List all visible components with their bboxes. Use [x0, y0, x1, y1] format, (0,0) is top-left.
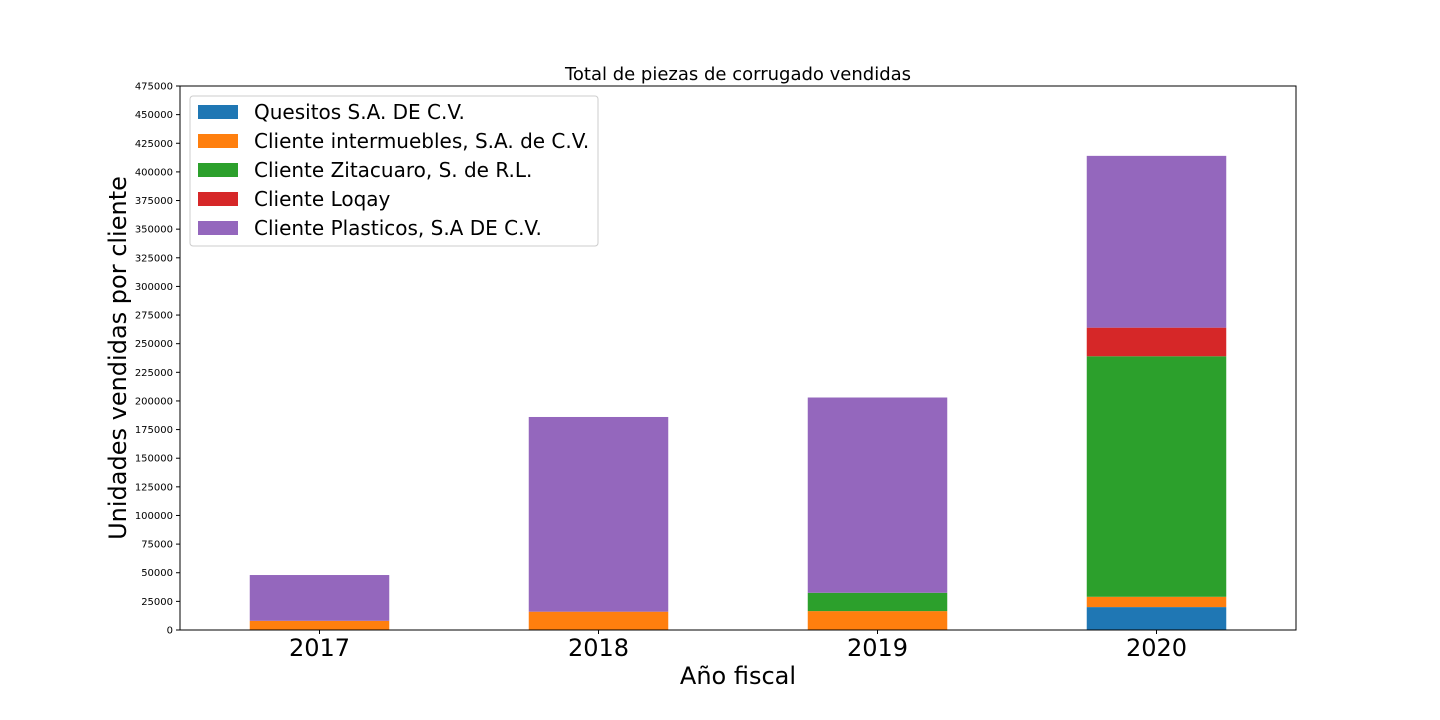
y-tick-label: 175000	[135, 425, 173, 436]
legend-frame	[189, 95, 599, 247]
bar-2019-series-2	[807, 592, 948, 612]
bar-2020-series-0	[1086, 607, 1227, 630]
y-tick-label: 300000	[135, 282, 173, 293]
legend-swatch	[198, 192, 238, 206]
legend: Quesitos S.A. DE C.V. Cliente intermueble…	[189, 95, 599, 247]
legend-label: Cliente Loqay	[254, 187, 391, 211]
legend-swatch	[198, 105, 238, 119]
y-tick-label: 400000	[135, 167, 173, 178]
y-tick-label: 325000	[135, 253, 173, 264]
bar-2019-series-1	[807, 611, 948, 630]
legend-label: Cliente Plasticos, S.A DE C.V.	[254, 216, 542, 240]
bar-2019-series-4	[807, 397, 948, 593]
bar-2020-series-4	[1086, 155, 1227, 328]
legend-swatch	[198, 163, 238, 177]
bar-2020-series-3	[1086, 327, 1227, 357]
legend-swatch	[198, 221, 238, 235]
y-tick-label: 125000	[135, 482, 173, 493]
y-tick-label: 0	[167, 626, 173, 637]
legend-label: Cliente intermuebles, S.A. de C.V.	[254, 129, 589, 153]
y-tick-label: 375000	[135, 196, 173, 207]
chart-title: Total de piezas de corrugado vendidas	[564, 64, 911, 85]
x-axis-ticks: 2017 2018 2019 2020	[289, 630, 1187, 662]
y-axis-ticks: 0 25000 50000 75000 100000 125000 150000 175000…	[135, 82, 180, 637]
y-tick-label: 25000	[141, 597, 173, 608]
y-tick-label: 275000	[135, 311, 173, 322]
y-tick-label: 200000	[135, 396, 173, 407]
y-tick-label: 425000	[135, 139, 173, 150]
y-tick-label: 150000	[135, 454, 173, 465]
legend-label: Cliente Zitacuaro, S. de R.L.	[254, 158, 532, 182]
bar-2018-series-1	[528, 611, 669, 630]
y-tick-label: 350000	[135, 225, 173, 236]
bars-group	[249, 155, 1227, 630]
x-axis-label: Año fiscal	[680, 662, 796, 690]
bar-2020-series-1	[1086, 596, 1227, 608]
legend-swatch	[198, 134, 238, 148]
x-tick-label: 2018	[568, 634, 629, 662]
y-tick-label: 75000	[141, 540, 173, 551]
x-tick-label: 2017	[289, 634, 350, 662]
x-tick-label: 2020	[1126, 634, 1187, 662]
y-tick-label: 475000	[135, 82, 173, 93]
bar-2018-series-4	[528, 416, 669, 612]
x-tick-label: 2019	[847, 634, 908, 662]
bar-2020-series-2	[1086, 356, 1227, 597]
y-tick-label: 450000	[135, 110, 173, 121]
y-tick-label: 250000	[135, 339, 173, 350]
bar-2017-series-1	[249, 620, 390, 630]
y-tick-label: 100000	[135, 511, 173, 522]
legend-label: Quesitos S.A. DE C.V.	[254, 100, 465, 124]
y-tick-label: 50000	[141, 568, 173, 579]
y-axis-label: Unidades vendidas por cliente	[104, 176, 132, 540]
y-tick-label: 225000	[135, 368, 173, 379]
plot-area-frame	[179, 85, 1297, 631]
bar-2017-series-4	[249, 575, 390, 621]
